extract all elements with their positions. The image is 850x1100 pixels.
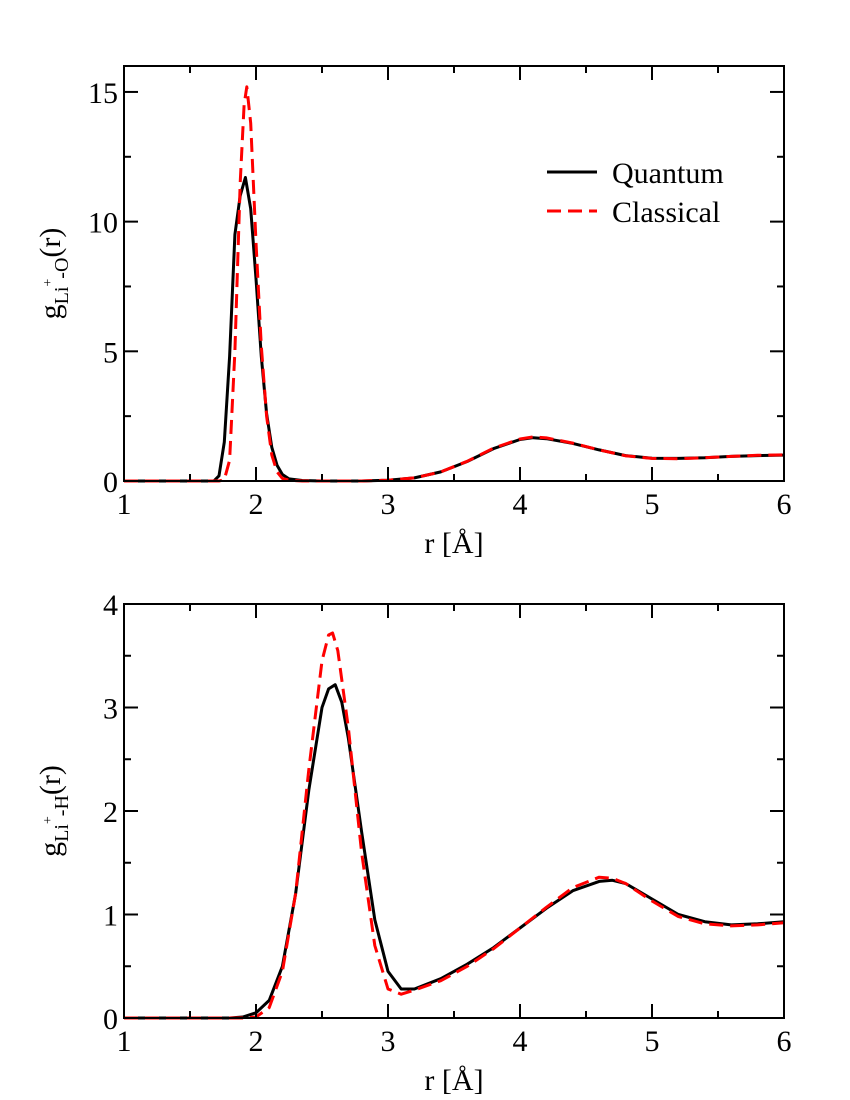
panel-li-h-frame bbox=[123, 603, 785, 1019]
panel-li-h-series bbox=[124, 631, 785, 1020]
x-tick-label: 3 bbox=[381, 488, 396, 521]
x-tick-label: 5 bbox=[645, 488, 660, 521]
legend-quantum-label: Quantum bbox=[612, 157, 724, 190]
panel-li-o-frame bbox=[123, 65, 785, 482]
panel-li-h-ylabel-sup: + bbox=[41, 816, 56, 824]
series-classical-line bbox=[124, 85, 785, 483]
panel-li-o-ticks: 1 2 3 4 5 6 0 5 10 15 bbox=[88, 66, 792, 521]
x-tick-label: 4 bbox=[513, 1025, 528, 1058]
x-tick-label: 1 bbox=[117, 488, 132, 521]
x-tick-label: 3 bbox=[381, 1025, 396, 1058]
y-tick-label: 0 bbox=[103, 1003, 118, 1036]
x-tick-label: 2 bbox=[249, 488, 264, 521]
panel-li-o-ylabel-sup: + bbox=[41, 279, 56, 287]
series-classical-line bbox=[124, 631, 785, 1020]
panel-li-o-ylabel-sub: Li bbox=[51, 286, 73, 304]
y-tick-label: 2 bbox=[103, 796, 118, 829]
panel-li-o-ylabel-suffix: (r) bbox=[34, 228, 67, 258]
legend-classical-label: Classical bbox=[612, 196, 720, 229]
x-tick-label: 1 bbox=[117, 1025, 132, 1058]
panel-li-h-xlabel: r [Å] bbox=[424, 1064, 483, 1097]
panel-li-o: 1 2 3 4 5 6 0 5 10 15 r [Å] gLi+-O(r) Quantum Cla… bbox=[34, 65, 792, 560]
y-tick-label: 15 bbox=[88, 77, 118, 110]
y-tick-label: 5 bbox=[103, 336, 118, 369]
panel-li-h-ylabel-suffix: (r) bbox=[34, 765, 67, 795]
y-tick-label: 0 bbox=[103, 466, 118, 499]
panel-li-o-series bbox=[124, 85, 785, 483]
panel-li-o-ylabel-sub-post: -O bbox=[51, 258, 73, 279]
y-tick-label: 1 bbox=[103, 900, 118, 933]
panel-li-h-ylabel-base: g bbox=[34, 842, 67, 857]
x-tick-label: 6 bbox=[777, 1025, 792, 1058]
panel-li-o-ylabel: gLi+-O(r) bbox=[34, 228, 73, 320]
series-quantum-line bbox=[124, 683, 785, 1020]
x-tick-label: 6 bbox=[777, 488, 792, 521]
x-tick-label: 2 bbox=[249, 1025, 264, 1058]
x-tick-label: 5 bbox=[645, 1025, 660, 1058]
y-tick-label: 4 bbox=[103, 589, 118, 622]
panel-li-o-ylabel-base: g bbox=[34, 304, 67, 319]
y-tick-label: 10 bbox=[88, 207, 118, 240]
panel-li-h-ylabel-sub: Li bbox=[51, 824, 73, 842]
x-tick-label: 4 bbox=[513, 488, 528, 521]
panel-li-h-ylabel-sub-post: -H bbox=[51, 795, 73, 816]
panel-li-h-ylabel: gLi+-H(r) bbox=[34, 765, 73, 857]
y-tick-label: 3 bbox=[103, 693, 118, 726]
panel-li-o-xlabel: r [Å] bbox=[424, 527, 483, 560]
legend: Quantum Classical bbox=[547, 157, 724, 229]
